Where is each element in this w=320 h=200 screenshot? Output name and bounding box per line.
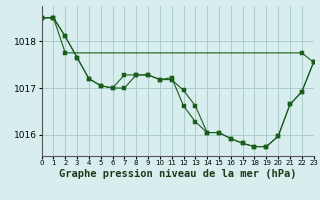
X-axis label: Graphe pression niveau de la mer (hPa): Graphe pression niveau de la mer (hPa) bbox=[59, 169, 296, 179]
